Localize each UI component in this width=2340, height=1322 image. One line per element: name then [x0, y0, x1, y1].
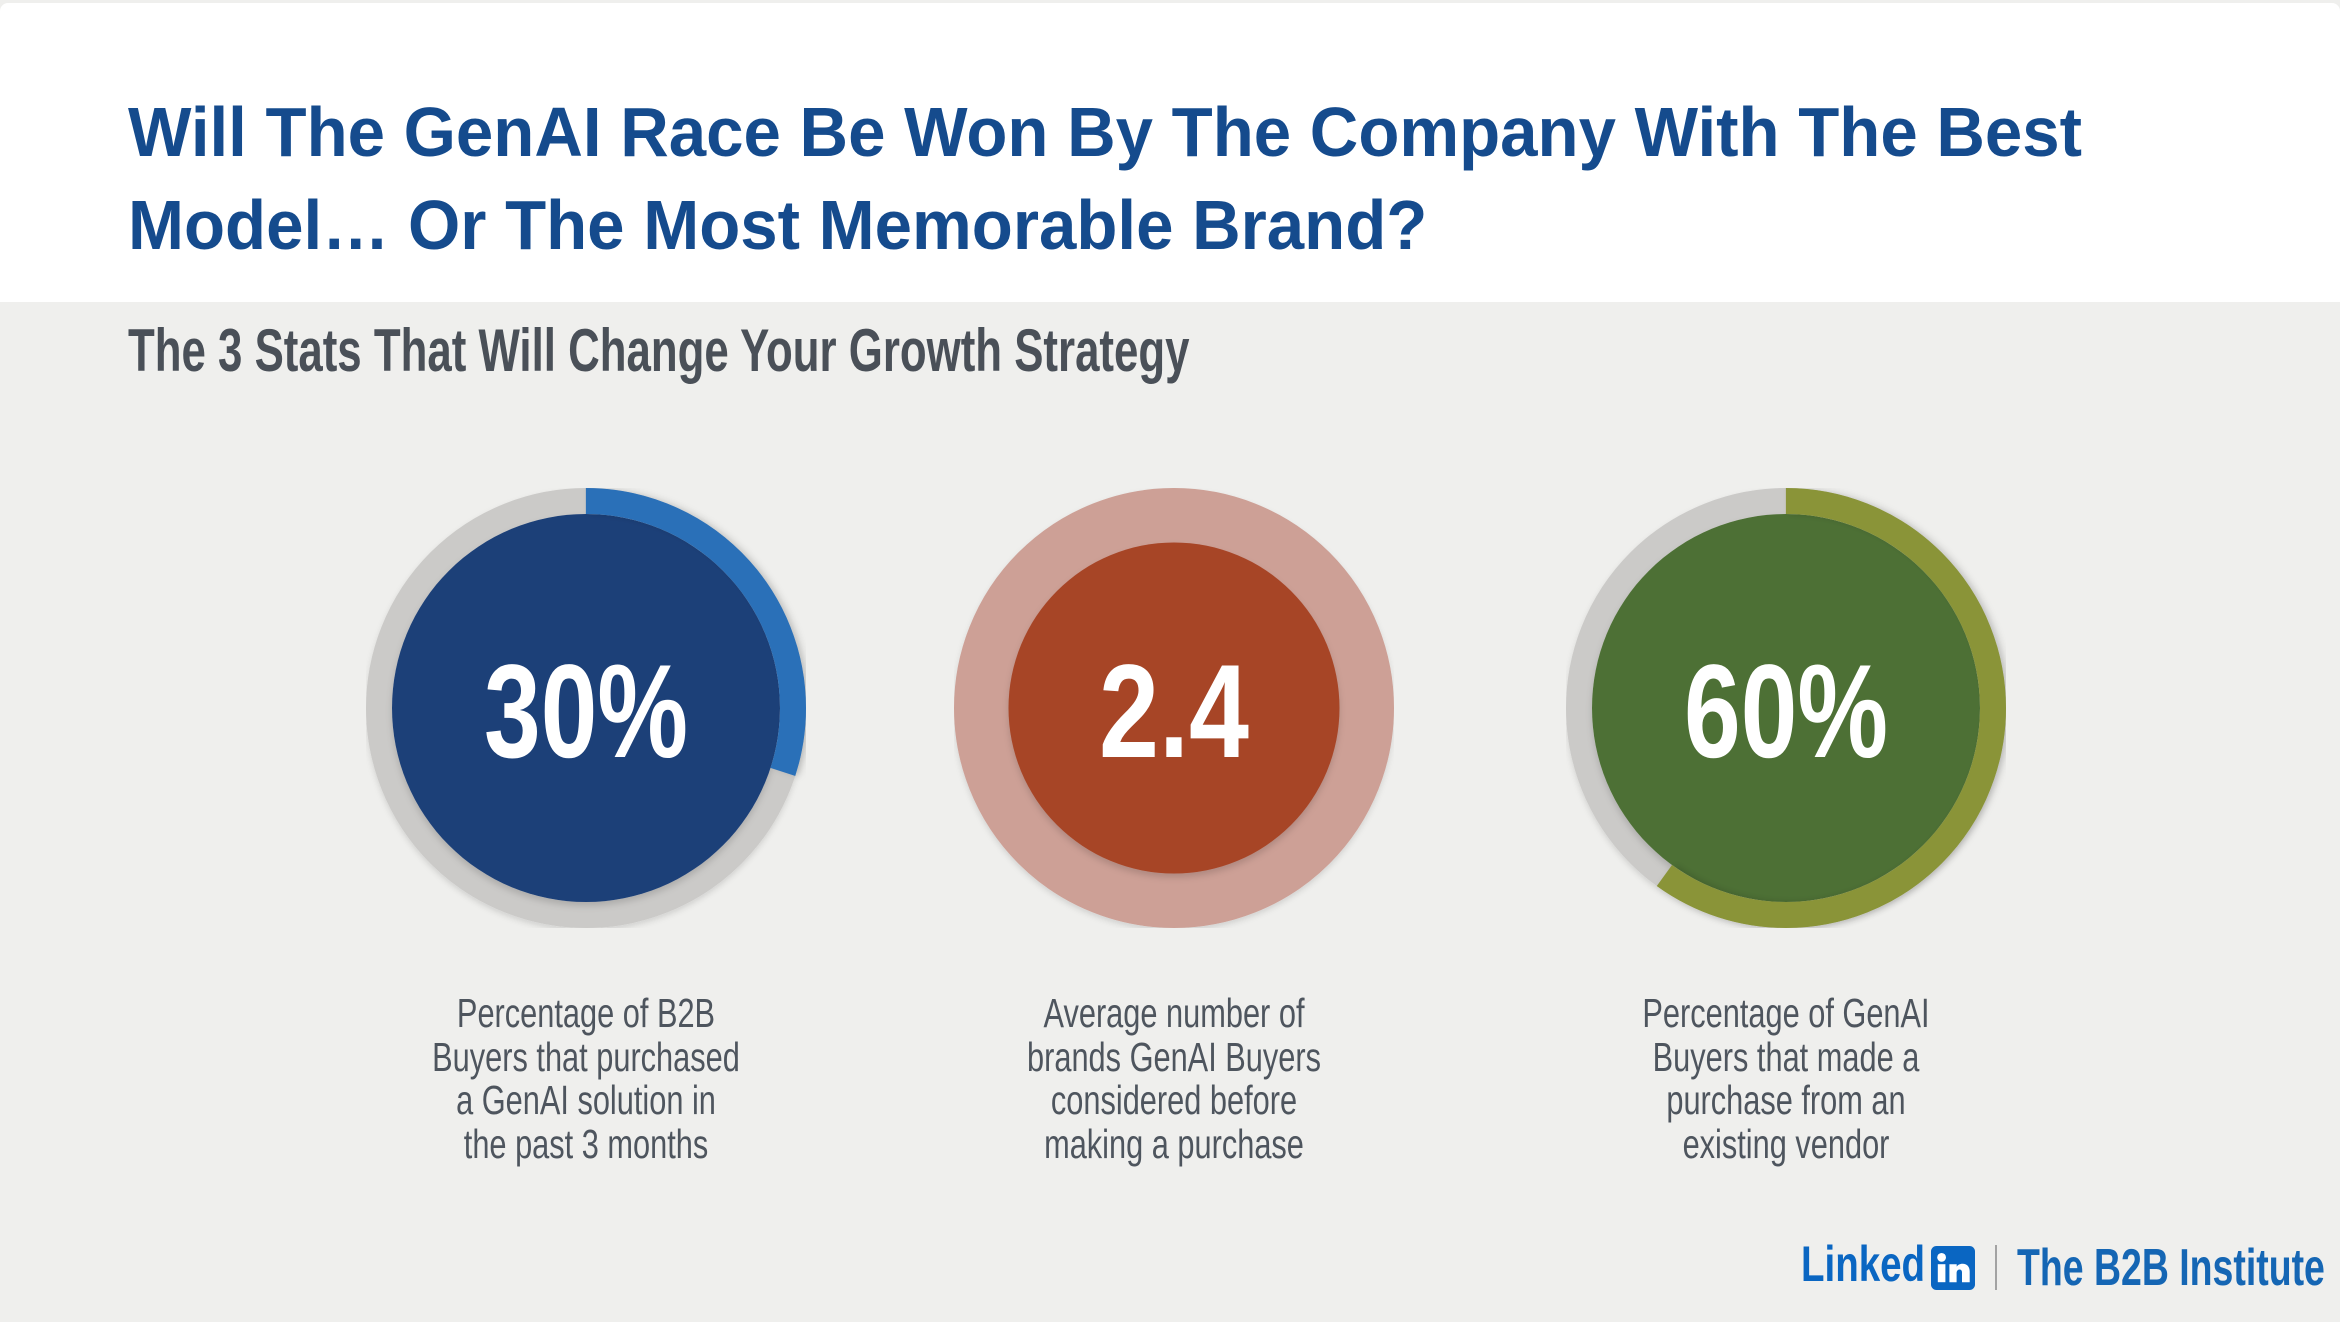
svg-text:30%: 30% — [484, 638, 688, 786]
svg-text:2.4: 2.4 — [1099, 638, 1249, 786]
svg-text:60%: 60% — [1684, 638, 1888, 786]
